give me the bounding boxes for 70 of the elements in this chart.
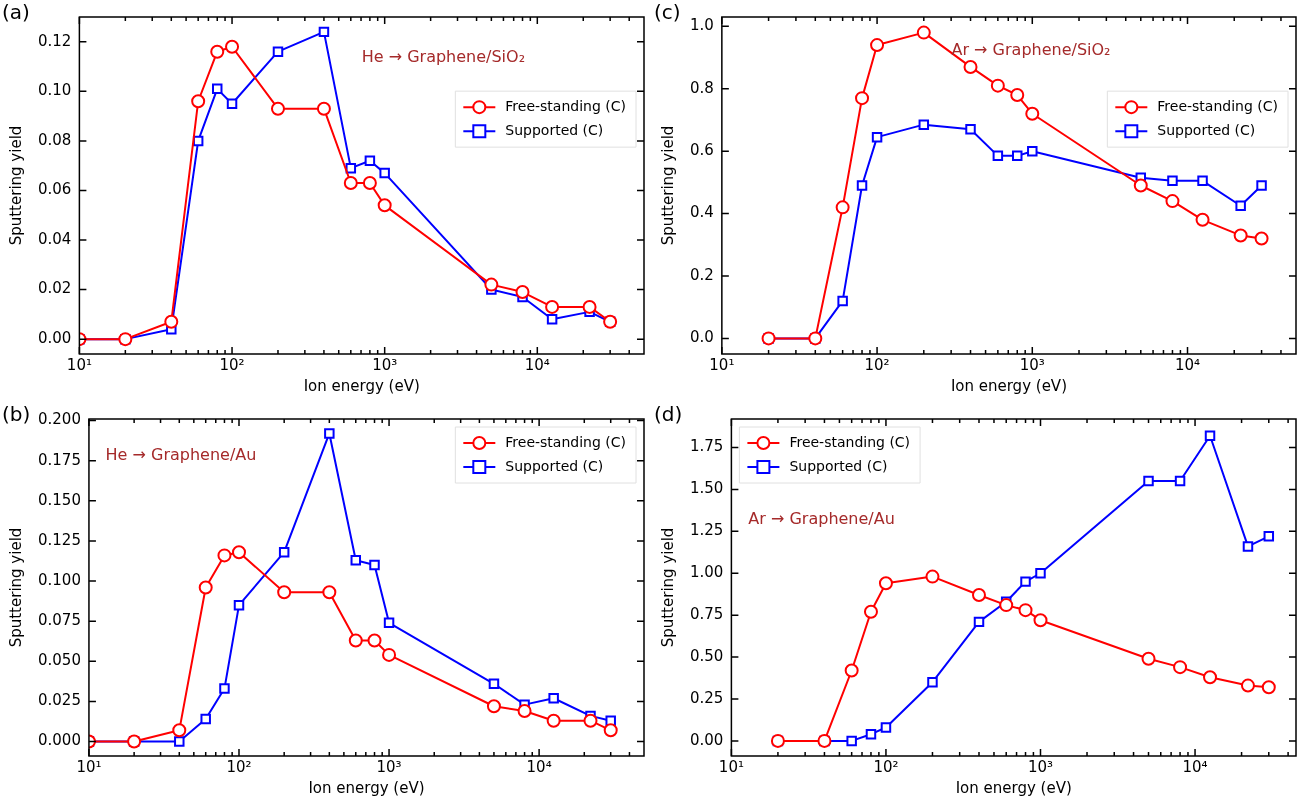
- y-axis-title: Sputtering yield: [658, 125, 677, 246]
- x-tick-label: 10³: [1019, 355, 1045, 374]
- annotation: He → Graphene/Au: [105, 445, 257, 465]
- legend-label: Supported (C): [505, 121, 604, 138]
- x-tick-label: 10²: [226, 757, 252, 776]
- annotation: Ar → Graphene/Au: [748, 509, 895, 529]
- x-tick-label: 10⁴: [526, 757, 552, 776]
- y-tick-label: 0.0: [690, 328, 714, 347]
- y-tick-label: 0.6: [690, 141, 714, 160]
- x-tick-label: 10²: [873, 757, 899, 776]
- y-tick-label: 0.08: [37, 130, 72, 149]
- y-tick-label: 0.04: [37, 229, 72, 248]
- annotation: Ar → Graphene/SiO₂: [951, 39, 1111, 59]
- y-axis-title: Sputtering yield: [6, 527, 25, 648]
- y-tick-label: 0.050: [37, 651, 81, 670]
- y-axis-title: Sputtering yield: [658, 527, 677, 648]
- y-tick-label: 0.75: [689, 605, 724, 624]
- x-tick-label: 10⁴: [1182, 757, 1208, 776]
- x-tick-label: 10³: [372, 355, 398, 374]
- y-tick-label: 1.50: [689, 479, 724, 498]
- x-tick-label: 10¹: [76, 757, 102, 776]
- legend-label: Supported (C): [1157, 121, 1256, 138]
- x-axis-title: Ion energy (eV): [308, 778, 425, 797]
- x-tick-label: 10³: [376, 757, 402, 776]
- legend-label: Free-standing (C): [1157, 97, 1279, 114]
- chart-title: (b): [2, 402, 31, 427]
- x-tick-label: 10¹: [66, 355, 92, 374]
- legend-label: Supported (C): [789, 457, 888, 474]
- y-tick-label: 0.4: [690, 203, 714, 222]
- y-tick-label: 0.8: [690, 78, 714, 97]
- chart-title: (d): [654, 402, 683, 427]
- y-tick-label: 0.125: [37, 530, 81, 549]
- legend-label: Supported (C): [505, 457, 604, 474]
- x-tick-label: 10¹: [718, 757, 744, 776]
- y-tick-label: 0.00: [37, 329, 72, 348]
- legend-label: Free-standing (C): [505, 433, 627, 450]
- y-tick-label: 0.075: [37, 611, 81, 630]
- y-tick-label: 0.200: [37, 410, 81, 429]
- chart-title: (a): [2, 0, 30, 25]
- y-tick-label: 0.12: [37, 31, 72, 50]
- y-tick-label: 0.10: [37, 81, 72, 100]
- y-tick-label: 0.100: [37, 570, 81, 589]
- y-tick-label: 0.175: [37, 450, 81, 469]
- x-tick-label: 10³: [1027, 757, 1054, 776]
- annotation: He → Graphene/SiO₂: [361, 46, 526, 66]
- y-tick-label: 0.50: [689, 646, 724, 665]
- y-axis-title: Sputtering yield: [6, 125, 25, 246]
- y-tick-label: 1.00: [689, 563, 724, 582]
- y-tick-label: 0.06: [37, 180, 72, 199]
- x-tick-label: 10⁴: [1174, 355, 1201, 374]
- x-axis-title: Ion energy (eV): [955, 778, 1072, 797]
- y-tick-label: 0.2: [690, 265, 714, 284]
- y-tick-label: 0.150: [37, 490, 81, 509]
- x-tick-label: 10²: [864, 355, 890, 374]
- x-tick-label: 10⁴: [524, 355, 550, 374]
- legend-label: Free-standing (C): [505, 97, 627, 114]
- y-tick-label: 1.0: [690, 16, 714, 35]
- y-tick-label: 1.25: [689, 521, 724, 540]
- y-tick-label: 1.75: [689, 437, 724, 456]
- chart-title: (c): [654, 0, 681, 25]
- y-tick-label: 0.02: [37, 279, 72, 298]
- y-tick-label: 0.000: [37, 731, 81, 750]
- legend-label: Free-standing (C): [789, 433, 911, 450]
- x-axis-title: Ion energy (eV): [950, 376, 1067, 395]
- y-tick-label: 0.25: [689, 688, 724, 707]
- x-tick-label: 10²: [219, 355, 245, 374]
- x-tick-label: 10¹: [709, 355, 735, 374]
- x-axis-title: Ion energy (eV): [303, 376, 420, 395]
- y-tick-label: 0.00: [689, 730, 724, 749]
- y-tick-label: 0.025: [37, 691, 81, 710]
